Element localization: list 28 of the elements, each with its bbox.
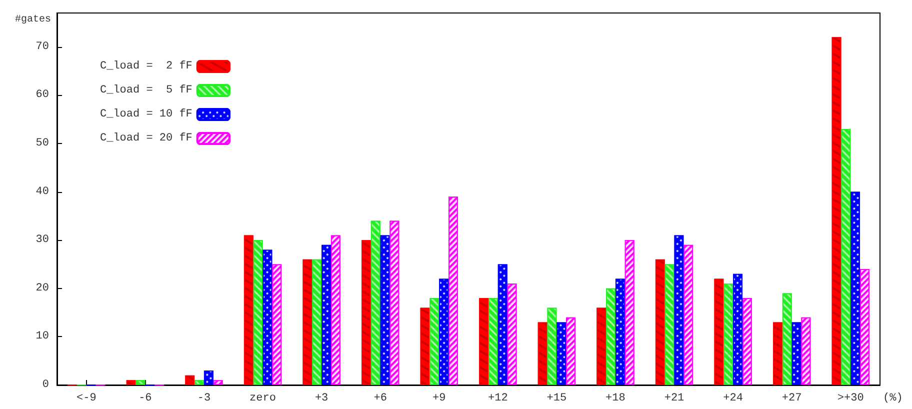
legend-label: C_load = 5 fF (100, 84, 192, 96)
x-axis-title: (%) (883, 392, 903, 404)
x-tick-label: +27 (782, 392, 802, 404)
y-tick-label: 0 (42, 379, 49, 391)
y-tick-label: 10 (36, 330, 49, 343)
legend-label: C_load = 10 fF (100, 108, 192, 120)
y-tick-label: 20 (36, 282, 49, 294)
x-tick-label: zero (250, 392, 276, 404)
x-tick-label: +21 (664, 392, 685, 404)
y-tick-label: 60 (36, 89, 49, 102)
x-tick-label: <-9 (76, 392, 96, 404)
x-tick-label: +6 (374, 392, 387, 404)
x-tick-label: +24 (723, 392, 744, 404)
x-tick-label: >+30 (837, 392, 864, 404)
x-tick-label: +12 (488, 392, 508, 404)
x-tick-label: -3 (197, 392, 211, 404)
y-tick-label: 70 (36, 40, 49, 53)
x-tick-label: +18 (606, 392, 626, 404)
x-tick-label: +9 (432, 392, 446, 404)
x-tick-label: +15 (546, 392, 567, 404)
y-tick-label: 50 (36, 137, 49, 150)
y-tick-label: 30 (36, 234, 49, 246)
y-axis-title: #gates (14, 14, 51, 26)
legend-label: C_load = 20 fF (100, 132, 192, 144)
y-tick-label: 40 (36, 186, 49, 198)
x-tick-label: -6 (138, 392, 152, 404)
x-tick-label: +3 (314, 392, 328, 404)
legend-label: C_load = 2 fF (100, 60, 192, 72)
